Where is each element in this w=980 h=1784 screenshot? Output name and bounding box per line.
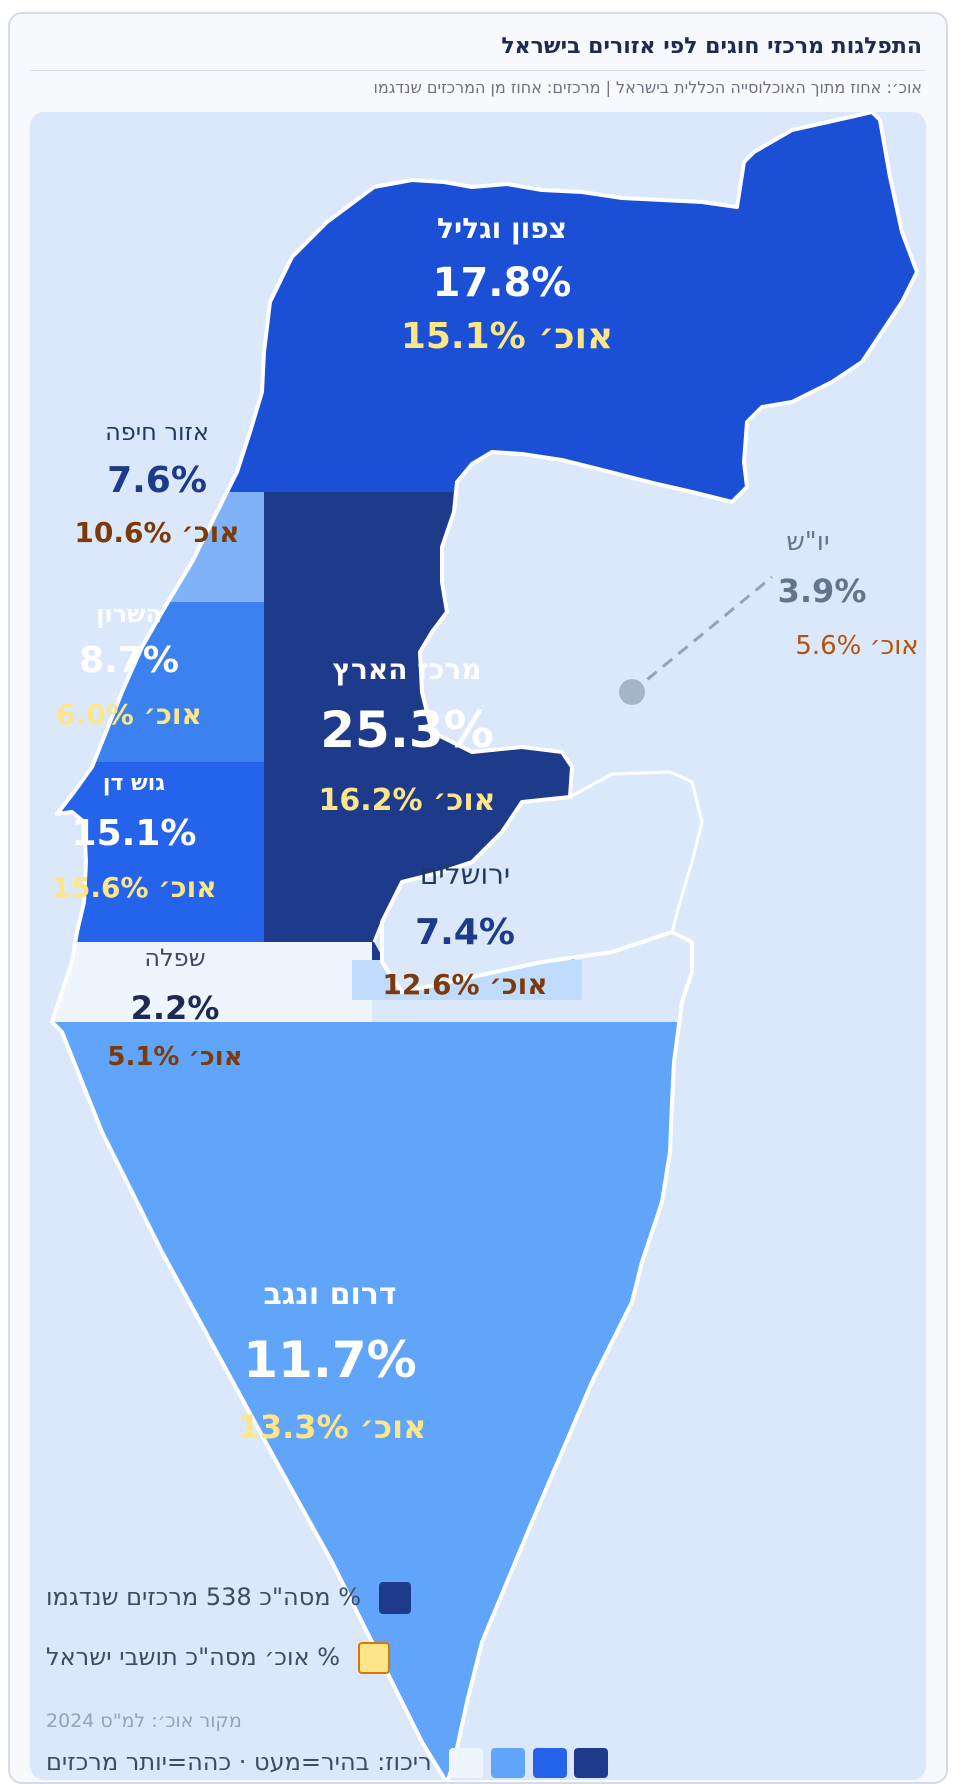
scale-swatch-mid-dark (532, 1748, 567, 1778)
title-divider (30, 70, 926, 71)
region-pop-sharon: אוכ׳ 6.0% (56, 698, 202, 731)
map-area: צפון וגליל 17.8% אוכ׳ 15.1% אזור חיפה 7.… (30, 112, 926, 1780)
region-pop-judea: אוכ׳ 5.6% (795, 631, 918, 661)
israel-region-map: צפון וגליל 17.8% אוכ׳ 15.1% אזור חיפה 7.… (50, 112, 919, 1780)
region-pop-gushdan: אוכ׳ 15.6% (51, 871, 216, 904)
jerusalem-border (372, 770, 704, 943)
legend-centers-label: % מסה"כ 538 מרכזים שנדגמו (46, 1583, 362, 1611)
legend-centers-swatch (378, 1582, 411, 1614)
page-subtitle: אוכ׳: אחוז מתוך האוכלוסייה הכללית בישראל… (373, 78, 922, 97)
region-name-north: צפון וגליל (437, 212, 567, 245)
judea-marker (619, 679, 645, 705)
scale-swatch-dark (574, 1748, 609, 1778)
judea-border (455, 450, 749, 504)
legend-source: מקור אוכ׳: למ"ס 2024 (46, 1710, 242, 1732)
region-pct-gushdan: 15.1% (72, 813, 197, 854)
region-name-sharon: השרון (96, 600, 162, 628)
region-pop-south: אוכ׳ 13.3% (238, 1408, 427, 1446)
region-pop-center: אוכ׳ 16.2% (319, 783, 496, 818)
legend-population-label: % אוכ׳ מסה"כ תושבי ישראל (46, 1643, 341, 1671)
region-pct-haifa: 7.6% (107, 460, 207, 501)
legend-population-swatch (357, 1642, 390, 1674)
judea-leader-line (631, 575, 773, 694)
region-name-jerusalem: ירושלים (420, 858, 510, 891)
region-pct-sharon: 8.7% (79, 640, 179, 681)
region-gushdan (52, 762, 272, 947)
region-name-judea: יו"ש (786, 527, 829, 557)
region-name-haifa: אזור חיפה (105, 418, 209, 446)
region-pct-jerusalem: 7.4% (415, 912, 515, 953)
legend-population: % אוכ׳ מסה"כ תושבי ישראל (46, 1642, 390, 1674)
scale-swatch-mid-light (490, 1748, 525, 1778)
region-name-center: מרכז הארץ (333, 653, 482, 686)
legend-centers: % מסה"כ 538 מרכזים שנדגמו (46, 1582, 411, 1614)
region-name-gushdan: גוש דן (103, 771, 165, 796)
region-name-south: דרום ונגב (264, 1277, 397, 1312)
map-card: התפלגות מרכזי חוגים לפי אזורים בישראל או… (8, 12, 948, 1784)
region-pop-haifa: אוכ׳ 10.6% (74, 516, 239, 549)
legend-scale-label: ריכוז: בהיר=מעט · כהה=יותר מרכזים (46, 1748, 432, 1776)
region-pop-north: אוכ׳ 15.1% (401, 316, 613, 357)
region-pct-north: 17.8% (433, 260, 572, 306)
page-title: התפלגות מרכזי חוגים לפי אזורים בישראל (501, 34, 922, 59)
legend-scale: ריכוז: בהיר=מעט · כהה=יותר מרכזים (46, 1748, 609, 1778)
region-pop-jerusalem: אוכ׳ 12.6% (382, 968, 547, 1001)
region-pct-south: 11.7% (243, 1331, 416, 1389)
scale-swatch-light (449, 1748, 484, 1778)
region-pop-shfela: אוכ׳ 5.1% (107, 1042, 242, 1072)
region-pct-center: 25.3% (320, 701, 493, 759)
region-pct-judea: 3.9% (778, 572, 867, 610)
region-pct-shfela: 2.2% (131, 989, 220, 1027)
region-name-shfela: שפלה (144, 944, 205, 972)
